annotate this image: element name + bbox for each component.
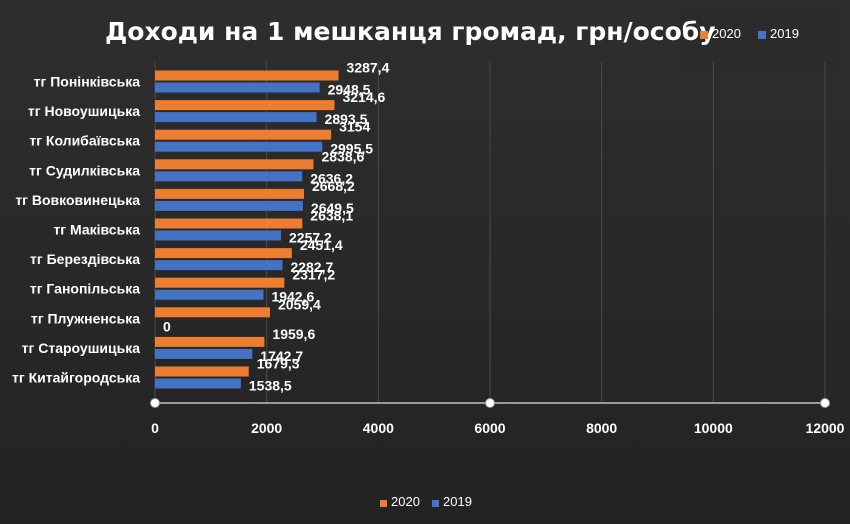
data-label: 2451,4 [300, 237, 343, 253]
data-label: 2059,4 [278, 296, 321, 312]
x-tick-label: 10000 [694, 420, 733, 436]
data-label: 2636,2 [310, 170, 353, 186]
bar-2020 [155, 248, 292, 259]
bar-2019 [155, 171, 303, 182]
axis-handle [820, 398, 830, 408]
bar-2020 [155, 366, 249, 377]
category-label: тг Колибаївська [29, 133, 140, 149]
x-tick-label: 0 [151, 420, 159, 436]
data-label: 2282,7 [290, 259, 333, 275]
category-label: тг Новоушицька [28, 103, 140, 119]
bar-2020 [155, 277, 285, 288]
bar-2020 [155, 100, 335, 111]
legend-swatch-2020 [700, 31, 708, 39]
bar-2019 [155, 112, 317, 123]
x-tick-label: 12000 [806, 420, 845, 436]
bar-2019 [155, 348, 253, 359]
legend-swatch-2019 [432, 500, 439, 507]
data-label: 1679,3 [257, 356, 300, 372]
data-label: 1742,7 [260, 348, 303, 364]
chart-title: Доходи на 1 мешканця громад, грн/особу [105, 17, 716, 46]
legend-swatch-2020 [380, 500, 387, 507]
bar-2020 [155, 129, 332, 140]
bar-2019 [155, 289, 264, 300]
legend-bottom: 2020 2019 [380, 494, 472, 509]
data-label: 1538,5 [249, 378, 292, 394]
data-label: 1959,6 [272, 326, 315, 342]
bar-2020 [155, 188, 304, 199]
bar-2019 [155, 230, 282, 241]
data-label: 3214,6 [342, 89, 385, 105]
data-label: 2948,5 [328, 82, 371, 98]
bar-2020 [155, 336, 265, 347]
category-label: тг Маківська [53, 222, 140, 238]
data-label: 2257,2 [289, 230, 332, 246]
bar-2020 [155, 307, 270, 318]
x-tick-label: 6000 [474, 420, 505, 436]
data-label: 2638,1 [310, 208, 353, 224]
data-label: 3287,4 [347, 60, 390, 76]
axis-handle [150, 398, 160, 408]
data-label: 2668,2 [312, 178, 355, 194]
data-label: 2317,2 [292, 267, 335, 283]
data-label: 0 [163, 318, 171, 334]
data-label: 1942,6 [271, 289, 314, 305]
legend-label: 2019 [770, 26, 799, 41]
legend-label: 2020 [712, 26, 741, 41]
data-label: 2838,6 [321, 148, 364, 164]
category-label: тг Судилківська [29, 162, 140, 178]
legend-label: 2020 [391, 494, 420, 509]
category-label: тг Староушицька [22, 340, 141, 356]
legend-top: 2020 2019 [700, 26, 799, 41]
bar-2019 [155, 378, 241, 389]
bar-2020 [155, 218, 303, 229]
bar-2019 [155, 82, 320, 93]
category-label: тг Понінківська [34, 74, 141, 90]
bar-2019 [155, 141, 323, 152]
x-tick-label: 4000 [363, 420, 394, 436]
axis-handle [485, 398, 495, 408]
x-tick-label: 2000 [251, 420, 282, 436]
data-label: 2893,5 [325, 111, 368, 127]
data-label: 3154 [339, 119, 370, 135]
legend-label: 2019 [443, 494, 472, 509]
category-label: тг Ганопільська [30, 281, 140, 297]
category-label: тг Берездівська [30, 251, 140, 267]
x-tick-label: 8000 [586, 420, 617, 436]
legend-swatch-2019 [758, 31, 766, 39]
bar-2020 [155, 159, 314, 170]
x-axis-ticks: 0 2000 4000 6000 8000 10000 12000 [151, 420, 845, 436]
category-labels: тг Понінківська тг Новоушицька тг Колибаїв… [12, 74, 140, 386]
data-label: 2649,5 [311, 200, 354, 216]
category-label: тг Плужненська [31, 310, 140, 326]
bar-2020 [155, 70, 339, 81]
category-label: тг Вовковинецька [15, 192, 140, 208]
category-label: тг Китайгородська [12, 370, 140, 386]
bar-2019 [155, 260, 283, 271]
data-label: 2995,5 [330, 141, 373, 157]
bar-2019 [155, 200, 303, 211]
